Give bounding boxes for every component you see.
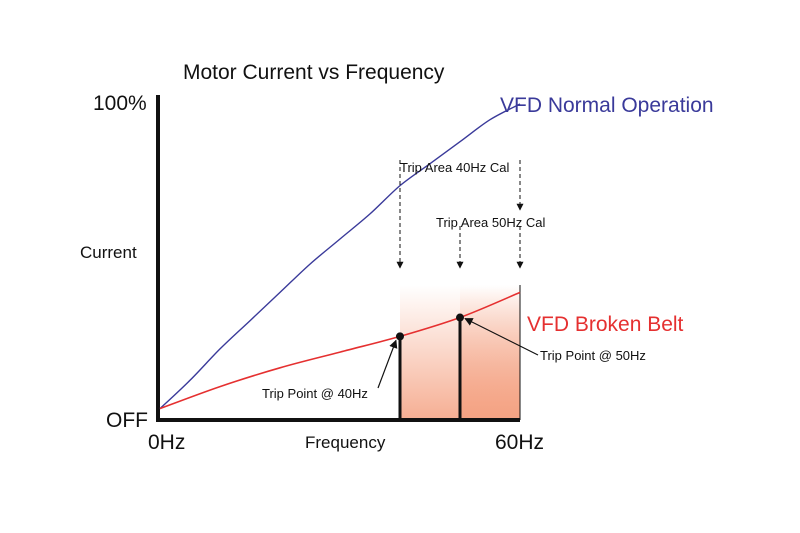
- series-1-point: [489, 119, 491, 121]
- series-1-point: [309, 263, 311, 265]
- chart-title: Motor Current vs Frequency: [183, 61, 445, 84]
- trip-point-40hz-marker: [396, 332, 404, 341]
- series-1-point: [219, 348, 221, 350]
- series-1-point: [279, 292, 281, 294]
- trip-area-50hz-label: Trip Area 50Hz Cal: [436, 215, 545, 230]
- trip-point-50hz-marker: [456, 313, 464, 322]
- y-axis-label: Current: [80, 243, 137, 262]
- series-1-point: [399, 185, 401, 187]
- series-line-normal-operation: [159, 103, 521, 410]
- series-1-point: [369, 213, 371, 215]
- x-tick-right: 60Hz: [495, 431, 544, 454]
- series-1-point: [459, 141, 461, 143]
- annotation-layer: Trip Area 40Hz Cal Trip Area 50Hz Cal VFD …: [262, 94, 714, 401]
- series-label-broken-belt: VFD Broken Belt: [527, 313, 684, 336]
- y-tick-top: 100%: [93, 92, 147, 115]
- series-1-point: [249, 320, 251, 322]
- series-2-point: [339, 351, 341, 353]
- trip-area-2-fill: [460, 285, 520, 420]
- series-2-point: [219, 386, 221, 388]
- series-2-point: [519, 292, 521, 294]
- trip-point-50hz-label: Trip Point @ 50Hz: [540, 348, 646, 363]
- x-tick-left: 0Hz: [148, 431, 185, 454]
- y-tick-bottom: OFF: [106, 409, 148, 432]
- trip-area-40hz-label: Trip Area 40Hz Cal: [400, 160, 509, 175]
- trip-point-40hz-label: Trip Point @ 40Hz: [262, 386, 368, 401]
- series-1-point: [189, 380, 191, 382]
- trip-point-40hz-callout: [377, 339, 398, 389]
- series-2-point: [279, 367, 281, 369]
- series-label-normal-operation: VFD Normal Operation: [500, 94, 714, 117]
- trip-point-50hz-callout: [464, 317, 539, 356]
- x-axis-label: Frequency: [305, 433, 386, 452]
- series-1-point: [339, 238, 341, 240]
- trip-area-layer: [398, 285, 521, 420]
- series-2-point: [159, 408, 161, 410]
